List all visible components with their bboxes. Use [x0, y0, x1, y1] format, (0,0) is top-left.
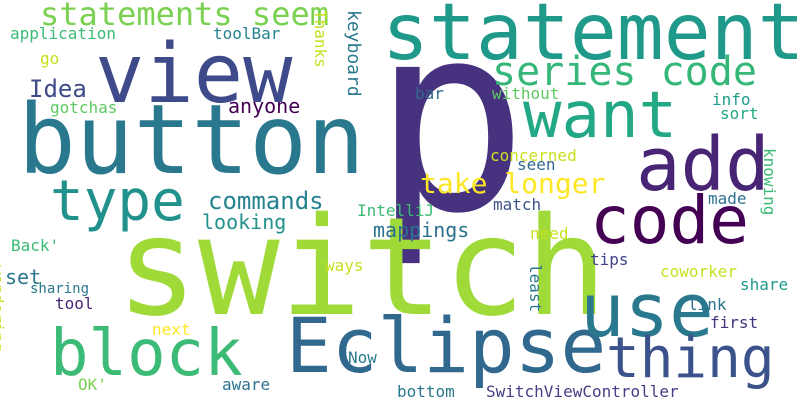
cloud-word: looking: [202, 212, 286, 232]
cloud-word: link: [688, 297, 727, 313]
cloud-word: first: [710, 315, 758, 331]
cloud-word: SwitchViewController: [486, 384, 679, 400]
cloud-word: type: [50, 174, 185, 230]
cloud-word: wondering: [0, 265, 5, 352]
cloud-word: keyboard: [344, 10, 362, 97]
cloud-word: seen: [517, 157, 556, 173]
cloud-word: anyone: [228, 96, 300, 116]
cloud-word: gotchas: [50, 100, 117, 116]
cloud-word: IntelliJ: [357, 203, 434, 219]
cloud-word: Thanks: [312, 10, 328, 68]
cloud-word: bottom: [397, 384, 455, 400]
cloud-word: sort: [720, 106, 759, 122]
cloud-word: next: [152, 322, 191, 338]
cloud-word: knowing: [761, 148, 777, 215]
cloud-word: tool: [55, 296, 94, 312]
cloud-word: least: [527, 264, 543, 312]
cloud-word: ways: [325, 258, 364, 274]
cloud-word: take longer: [420, 170, 605, 198]
cloud-word: go: [40, 51, 59, 67]
cloud-word: OK': [78, 377, 107, 393]
cloud-word: application: [10, 26, 116, 42]
cloud-word: toolBar: [213, 26, 280, 42]
cloud-word: Back': [11, 238, 59, 254]
cloud-word: Now: [348, 350, 377, 366]
cloud-word: mappings: [373, 220, 469, 240]
cloud-word: made: [708, 191, 747, 207]
cloud-word: match: [493, 197, 541, 213]
cloud-word: aware: [222, 377, 270, 393]
cloud-word: share: [740, 277, 788, 293]
cloud-word: thing: [606, 331, 775, 387]
cloud-word: need: [530, 226, 569, 242]
cloud-word: Eclipse: [286, 308, 606, 384]
cloud-word: tips: [590, 252, 629, 268]
cloud-word: without: [492, 86, 559, 102]
cloud-word: bar: [415, 86, 444, 102]
cloud-word: coworker: [660, 264, 737, 280]
